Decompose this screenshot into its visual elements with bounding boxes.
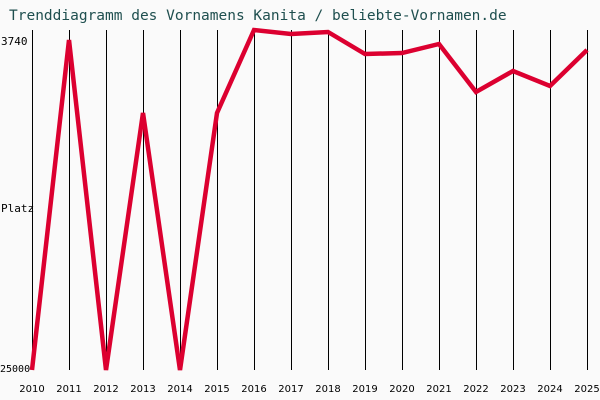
x-tick-label: 2018 <box>315 384 340 395</box>
x-axis-tick-labels: 2010 2011 2012 2013 2014 2015 2016 2017 2018 2019… <box>19 384 599 395</box>
x-tick-label: 2017 <box>278 384 303 395</box>
x-tick-label: 2020 <box>389 384 414 395</box>
x-tick-label: 2015 <box>204 384 229 395</box>
x-tick-label: 2021 <box>426 384 451 395</box>
y-axis-top-label: 3740 <box>1 35 28 48</box>
series-line-kanita <box>29 27 589 371</box>
x-tick-label: 2025 <box>574 384 599 395</box>
chart-title: Trenddiagramm des Vornamens Kanita / bel… <box>9 8 507 24</box>
x-tick-label: 2023 <box>500 384 525 395</box>
x-tick-label: 2010 <box>19 384 44 395</box>
vertical-gridlines <box>32 30 588 370</box>
x-tick-label: 2024 <box>537 384 562 395</box>
x-tick-label: 2016 <box>241 384 266 395</box>
x-tick-label: 2022 <box>463 384 488 395</box>
y-axis-bottom-label: 25000 <box>0 364 30 375</box>
x-tick-label: 2019 <box>352 384 377 395</box>
x-tick-label: 2014 <box>167 384 192 395</box>
y-axis-title: Platz <box>1 202 34 215</box>
x-tick-label: 2011 <box>56 384 81 395</box>
x-tick-label: 2012 <box>93 384 118 395</box>
x-tick-label: 2013 <box>130 384 155 395</box>
